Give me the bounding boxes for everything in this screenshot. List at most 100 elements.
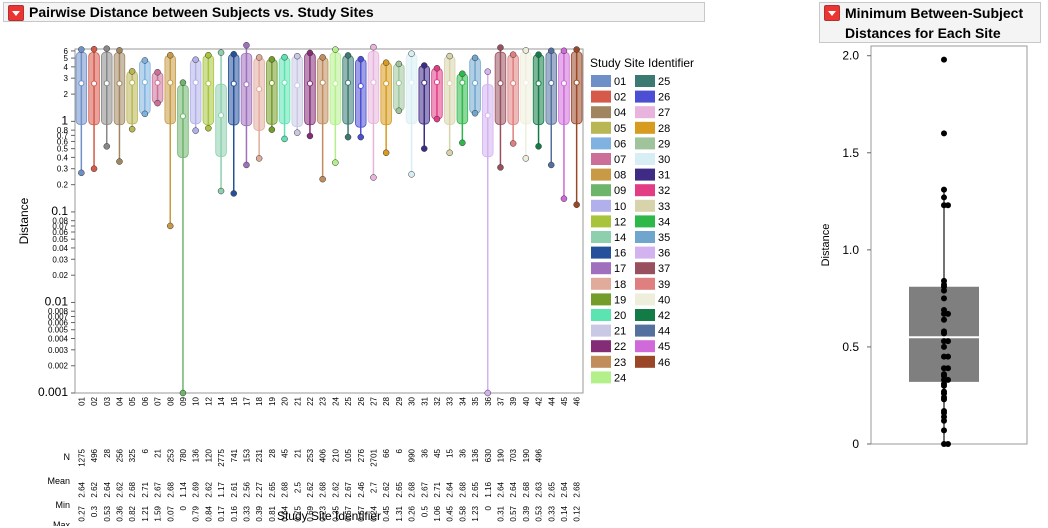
y-tick-label: 0.2 [57, 181, 69, 190]
data-point [941, 56, 947, 63]
site-mean-point [510, 80, 517, 87]
legend-label: 12 [614, 216, 626, 228]
site-min-point [408, 171, 415, 178]
site-point-cloud [393, 63, 405, 112]
legend-swatch [635, 184, 655, 197]
legend-swatch [591, 121, 611, 134]
stat-mean-value: 2.68 [522, 481, 531, 497]
site-mean-point [91, 80, 98, 87]
site-point-cloud [316, 56, 329, 125]
site-mean-point [421, 79, 428, 86]
legend-label: 35 [658, 232, 670, 244]
y-tick-label: 0.003 [48, 346, 69, 355]
site-min-point [471, 109, 479, 117]
legend-swatch [635, 153, 655, 165]
site-point-cloud [520, 51, 532, 125]
y-tick-label: 0.008 [48, 307, 69, 316]
legend-label: 39 [658, 279, 670, 291]
x-tick-label: 24 [331, 396, 340, 405]
site-point-cloud [570, 51, 583, 125]
stat-min-value: 1.31 [395, 505, 404, 521]
data-point [945, 353, 951, 360]
stat-min-value: 0.67 [357, 505, 366, 521]
site-min-point [167, 222, 174, 230]
site-max-point [522, 47, 530, 54]
legend-label: 32 [658, 185, 670, 197]
data-point [941, 417, 947, 424]
site-min-point [141, 110, 149, 118]
site-point-cloud [139, 60, 151, 115]
site-max-point [103, 45, 110, 52]
data-point [945, 441, 951, 447]
site-point-cloud [177, 84, 189, 158]
legend-swatch [591, 246, 611, 259]
legend-label: 23 [614, 357, 626, 369]
site-point-cloud [329, 52, 342, 126]
legend-swatch [635, 277, 655, 290]
site-mean-point [395, 80, 402, 87]
data-point [945, 365, 951, 372]
site-max-point [382, 59, 390, 66]
stat-mean-value: 2.62 [90, 481, 99, 497]
y-tick-label: 0.001 [38, 385, 68, 399]
stat-n-value: 253 [306, 448, 315, 462]
stat-mean-value: 2.62 [204, 481, 213, 497]
legend-swatch [635, 231, 655, 243]
legend-label: 46 [658, 357, 670, 369]
site-min-point [103, 143, 110, 150]
site-min-point [205, 124, 212, 132]
disclosure-triangle-icon[interactable] [824, 5, 840, 21]
y-tick-label: 0.002 [48, 362, 69, 371]
stat-n-value: 120 [204, 448, 213, 462]
stat-min-value: 0.24 [369, 505, 378, 521]
site-min-point [294, 129, 301, 136]
stat-n-value: 45 [281, 448, 290, 457]
legend-label: 29 [658, 138, 670, 150]
stat-min-value: 0.53 [103, 505, 112, 521]
stat-min-value: 0.14 [560, 505, 569, 521]
legend-swatch [591, 277, 611, 290]
stat-min-value: 0.17 [217, 505, 226, 521]
y-tick-label: 0.04 [52, 244, 68, 253]
site-max-point [560, 47, 568, 55]
site-point-cloud [532, 54, 545, 126]
site-min-point [357, 133, 364, 141]
stat-mean-value: 2.68 [573, 481, 582, 497]
site-min-point [179, 389, 187, 397]
site-min-point [560, 195, 568, 202]
y-axis-label: Distance [820, 224, 832, 267]
site-min-point [497, 164, 504, 171]
stat-n-value: 496 [535, 448, 544, 462]
legend-swatch [635, 355, 655, 368]
legend-swatch [635, 106, 655, 119]
x-tick-label: 07 [154, 396, 163, 405]
x-tick-label: 45 [560, 396, 569, 405]
stat-min-value: 0.5 [420, 505, 429, 517]
site-mean-point [281, 79, 288, 86]
site-min-point [116, 158, 123, 165]
stat-min-value: 0.27 [77, 505, 86, 521]
site-mean-point [522, 79, 529, 86]
stat-min-value: 0.82 [128, 505, 137, 521]
x-tick-label: 35 [471, 396, 480, 405]
x-tick-label: 20 [281, 396, 290, 405]
legend-label: 37 [658, 263, 670, 275]
legend-swatch [591, 168, 611, 181]
stat-mean-value: 2.62 [382, 481, 391, 497]
data-point [941, 427, 947, 434]
site-min-point [192, 127, 199, 134]
site-min-point [535, 143, 542, 150]
stat-mean-value: 2.46 [357, 481, 366, 497]
disclosure-triangle-icon[interactable] [8, 5, 24, 21]
site-max-point [548, 47, 555, 55]
stat-min-value: 0.45 [382, 505, 391, 521]
legend-label: 24 [614, 372, 626, 384]
pairwise-distance-chart: 0.001 0.002 0.003 0.0040.0050.0060.0070.008… [17, 42, 694, 526]
y-tick-label: 0.6 [57, 137, 69, 146]
legend-swatch [635, 262, 655, 275]
site-min-point [573, 201, 580, 208]
data-point [941, 382, 947, 389]
legend-swatch [635, 199, 655, 212]
site-mean-point [345, 79, 352, 86]
stat-n-value: 1275 [77, 448, 86, 466]
